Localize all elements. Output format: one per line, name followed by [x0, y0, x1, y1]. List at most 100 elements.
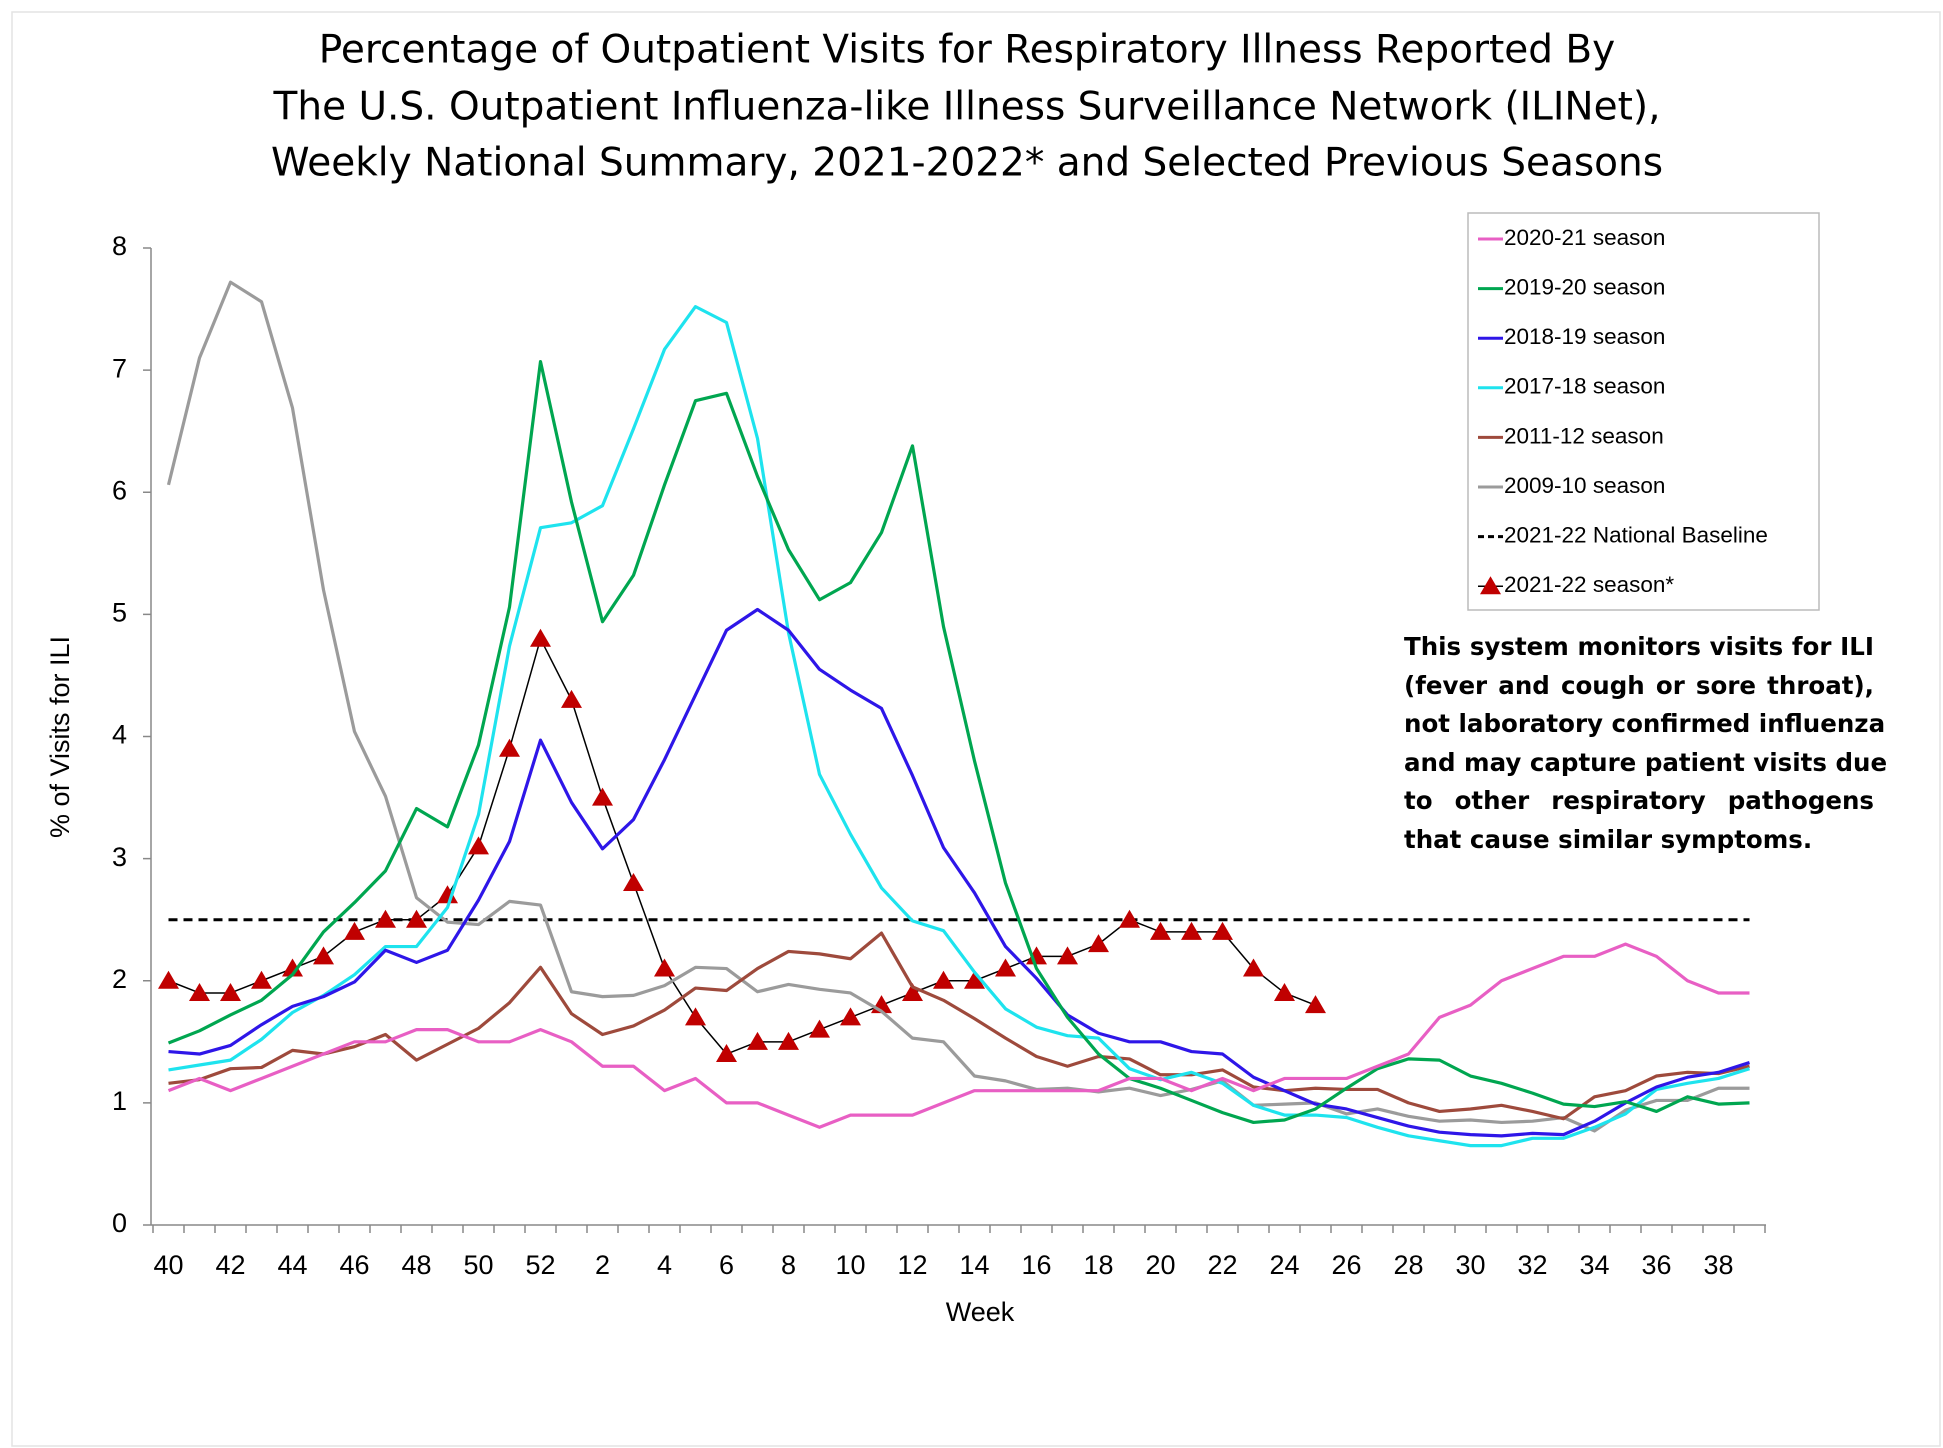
- series-line: [167, 942, 1750, 1129]
- annotation-line: that cause similar symptoms.: [1404, 824, 1813, 854]
- y-tick-label: 0: [112, 1208, 127, 1238]
- series-marker: [1057, 946, 1078, 965]
- series-marker: [1088, 934, 1109, 953]
- x-tick-label: 46: [339, 1250, 369, 1280]
- chart-title: The U.S. Outpatient Influenza-like Illne…: [273, 85, 1661, 130]
- series-line: [168, 931, 1750, 1121]
- x-tick-label: 26: [1331, 1250, 1361, 1280]
- x-tick-label: 4: [657, 1250, 672, 1280]
- chart-title: Weekly National Summary, 2021-2022* and …: [271, 141, 1663, 186]
- legend-box: [1467, 212, 1820, 611]
- series-marker: [995, 958, 1016, 977]
- legend-label: 2017-18 season: [1504, 374, 1665, 399]
- series-marker: [344, 921, 365, 940]
- x-tick-label: 16: [1021, 1250, 1051, 1280]
- series-marker: [1181, 921, 1202, 940]
- legend-label: 2021-22 National Baseline: [1504, 523, 1768, 548]
- series-marker: [747, 1031, 768, 1050]
- legend-label: 2019-20 season: [1504, 275, 1665, 300]
- legend-label: 2009-10 season: [1504, 473, 1665, 498]
- x-axis-label: Week: [946, 1297, 1015, 1327]
- x-tick-label: 28: [1393, 1250, 1423, 1280]
- legend-label: 2018-19 season: [1504, 324, 1665, 349]
- series-marker: [685, 1007, 706, 1026]
- series-line: [168, 305, 1750, 1148]
- y-tick-label: 8: [112, 231, 127, 261]
- series-marker: [468, 836, 489, 855]
- chart-title: Percentage of Outpatient Visits for Resp…: [319, 28, 1616, 73]
- y-tick-label: 6: [112, 475, 127, 505]
- annotation-line: to other respiratory pathogens: [1404, 786, 1874, 815]
- x-tick-label: 38: [1703, 1250, 1733, 1280]
- series-marker: [1119, 909, 1140, 928]
- y-tick-label: 2: [112, 964, 127, 994]
- series-marker: [282, 958, 303, 977]
- series-marker: [964, 970, 985, 989]
- series-marker: [158, 970, 179, 989]
- x-tick-label: 20: [1145, 1250, 1175, 1280]
- series-marker: [530, 628, 551, 647]
- x-tick-label: 40: [153, 1250, 183, 1280]
- annotation-line: (fever and cough or sore throat),: [1404, 670, 1874, 700]
- x-tick-label: 8: [781, 1250, 796, 1280]
- frame: [11, 11, 1941, 1447]
- y-tick-label: 5: [112, 598, 127, 628]
- x-tick-label: 24: [1269, 1250, 1299, 1280]
- x-tick-label: 44: [277, 1250, 307, 1280]
- legend-marker: [1480, 576, 1501, 595]
- legend-label: 2020-21 season: [1504, 225, 1665, 250]
- x-tick-label: 10: [835, 1250, 865, 1280]
- annotation-line: and may capture patient visits due: [1404, 747, 1888, 777]
- x-tick-label: 36: [1641, 1250, 1671, 1280]
- x-tick-label: 22: [1207, 1250, 1237, 1280]
- series-marker: [251, 970, 272, 989]
- series-marker: [313, 946, 334, 965]
- x-tick-label: 52: [525, 1250, 555, 1280]
- series-line: [168, 638, 1316, 1055]
- series-marker: [654, 958, 675, 977]
- x-tick-label: 48: [401, 1250, 431, 1280]
- series-marker: [1243, 958, 1264, 977]
- x-tick-label: 14: [959, 1250, 989, 1280]
- series-line: [166, 280, 1750, 1133]
- y-tick-label: 3: [112, 842, 127, 872]
- annotation: This system monitors visits for ILI (feve…: [1404, 628, 1888, 859]
- series-marker: [561, 689, 582, 708]
- series-marker: [716, 1044, 737, 1063]
- series-marker: [623, 873, 644, 892]
- x-tick-label: 2: [595, 1250, 610, 1280]
- x-tick-label: 32: [1517, 1250, 1547, 1280]
- x-tick-label: 50: [463, 1250, 493, 1280]
- x-tick-label: 6: [719, 1250, 734, 1280]
- y-tick-label: 7: [112, 353, 127, 383]
- series-marker: [406, 909, 427, 928]
- annotation-line: not laboratory confirmed influenza: [1404, 709, 1886, 738]
- series-marker: [778, 1031, 799, 1050]
- y-axis-label: % of Visits for ILI: [45, 636, 75, 838]
- y-tick-label: 1: [112, 1086, 127, 1116]
- legend-label: 2021-22 season*: [1504, 572, 1674, 597]
- series-marker: [220, 982, 241, 1001]
- x-tick-label: 34: [1579, 1250, 1609, 1280]
- legend-label: 2011-12 season: [1504, 423, 1664, 448]
- x-tick-label: 30: [1455, 1250, 1485, 1280]
- x-tick-label: 18: [1083, 1250, 1113, 1280]
- x-tick-label: 12: [897, 1250, 927, 1280]
- series-marker: [437, 885, 458, 904]
- series-marker: [1150, 921, 1171, 940]
- series-marker: [375, 909, 396, 928]
- series-marker: [1305, 995, 1326, 1014]
- series-marker: [933, 970, 954, 989]
- annotation-line: This system monitors visits for ILI: [1404, 632, 1874, 661]
- series-marker: [1212, 921, 1233, 940]
- series-line: [168, 607, 1750, 1138]
- y-tick-label: 4: [112, 720, 127, 750]
- series-marker: [1026, 946, 1047, 965]
- series-line: [167, 359, 1750, 1125]
- series-marker: [189, 982, 210, 1001]
- series-marker: [809, 1019, 830, 1038]
- series-marker: [499, 738, 520, 757]
- series-marker: [902, 982, 923, 1001]
